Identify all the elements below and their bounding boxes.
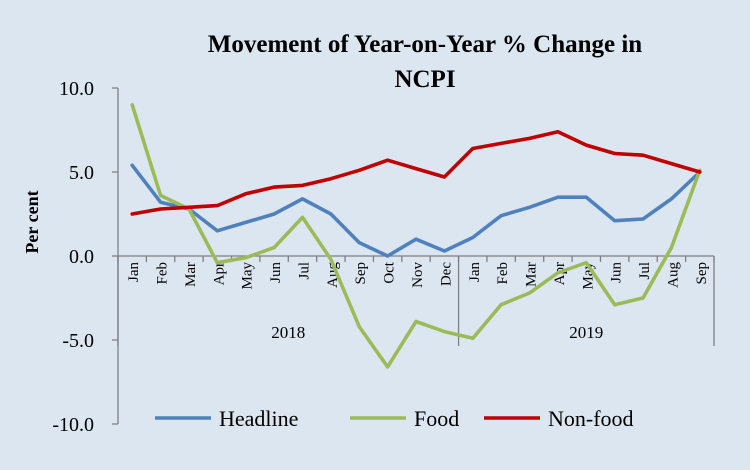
y-tick-label: 5.0 bbox=[69, 162, 94, 184]
x-category-label: Aug bbox=[325, 262, 341, 288]
y-axis-label: Per cent bbox=[22, 190, 42, 253]
y-tick-label: -5.0 bbox=[62, 330, 94, 352]
x-category-label: Mar bbox=[524, 262, 540, 287]
x-category-label: Jan bbox=[467, 262, 483, 282]
x-category-label: Sep bbox=[694, 262, 710, 285]
x-category-label: Aug bbox=[665, 262, 681, 288]
series-line-non-food bbox=[130, 129, 702, 216]
x-category-label: Jun bbox=[268, 262, 284, 283]
chart-title-line2: NCPI bbox=[394, 66, 455, 93]
series-line-headline bbox=[130, 163, 702, 258]
x-category-label: Jul bbox=[296, 262, 312, 280]
x-category-label: May bbox=[240, 262, 256, 290]
chart-title-line1: Movement of Year-on-Year % Change in bbox=[208, 31, 643, 58]
x-category-label: Apr bbox=[211, 262, 227, 285]
x-category-label: Nov bbox=[410, 262, 426, 288]
x-category-label: Jun bbox=[609, 262, 625, 283]
x-category-label: Mar bbox=[183, 262, 199, 287]
legend: Headline Food Non-food bbox=[155, 406, 634, 431]
x-category-label: Feb bbox=[155, 262, 171, 285]
series-line-food bbox=[130, 103, 702, 369]
tick-labels: 10.0 5.0 0.0 -5.0 -10.0 Jan Feb Mar Apr May Jun Jul… bbox=[52, 78, 709, 436]
y-tick-label: 10.0 bbox=[59, 78, 94, 100]
legend-label: Headline bbox=[219, 406, 298, 431]
y-tick-label: 0.0 bbox=[69, 246, 94, 268]
axes bbox=[112, 87, 715, 425]
x-category-label: Sep bbox=[353, 262, 369, 285]
legend-label: Non-food bbox=[548, 406, 634, 431]
x-category-label: Dec bbox=[438, 262, 454, 286]
x-category-label: Oct bbox=[382, 261, 398, 283]
series-lines bbox=[130, 103, 702, 369]
x-category-label: Feb bbox=[495, 262, 511, 285]
legend-label: Food bbox=[414, 406, 459, 431]
y-tick-label: -10.0 bbox=[52, 414, 94, 436]
year-group-label: 2019 bbox=[569, 323, 603, 342]
x-category-label: Jan bbox=[126, 262, 142, 282]
x-category-label: Jul bbox=[637, 262, 653, 280]
year-group-label: 2018 bbox=[271, 323, 305, 342]
